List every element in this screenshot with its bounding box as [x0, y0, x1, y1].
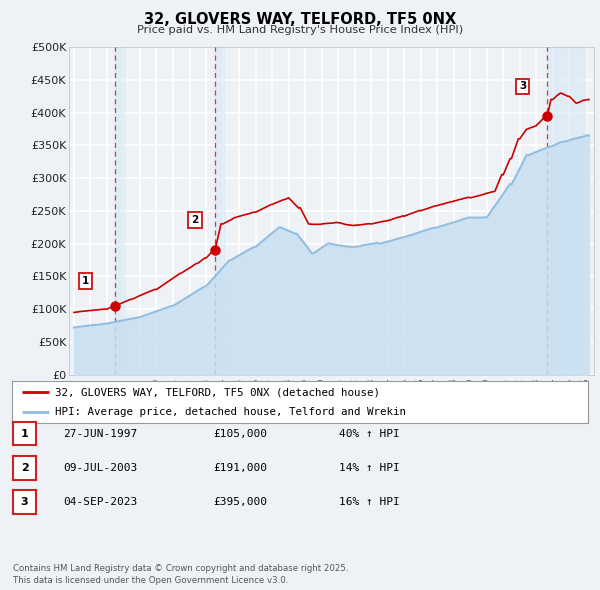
Text: 09-JUL-2003: 09-JUL-2003	[63, 463, 137, 473]
Text: 14% ↑ HPI: 14% ↑ HPI	[339, 463, 400, 473]
Bar	[215, 47, 224, 375]
Text: £191,000: £191,000	[213, 463, 267, 473]
Text: 2: 2	[191, 215, 199, 225]
Text: 32, GLOVERS WAY, TELFORD, TF5 0NX (detached house): 32, GLOVERS WAY, TELFORD, TF5 0NX (detac…	[55, 387, 380, 397]
Text: 27-JUN-1997: 27-JUN-1997	[63, 429, 137, 438]
Text: 1: 1	[82, 276, 89, 286]
Text: 3: 3	[519, 81, 526, 91]
Text: £105,000: £105,000	[213, 429, 267, 438]
Text: 04-SEP-2023: 04-SEP-2023	[63, 497, 137, 507]
Bar	[115, 47, 124, 375]
Text: 2: 2	[21, 463, 28, 473]
Text: 40% ↑ HPI: 40% ↑ HPI	[339, 429, 400, 438]
Text: Price paid vs. HM Land Registry's House Price Index (HPI): Price paid vs. HM Land Registry's House …	[137, 25, 463, 35]
Text: Contains HM Land Registry data © Crown copyright and database right 2025.
This d: Contains HM Land Registry data © Crown c…	[13, 564, 349, 585]
Text: HPI: Average price, detached house, Telford and Wrekin: HPI: Average price, detached house, Telf…	[55, 407, 406, 417]
Text: 32, GLOVERS WAY, TELFORD, TF5 0NX: 32, GLOVERS WAY, TELFORD, TF5 0NX	[144, 12, 456, 27]
Text: £395,000: £395,000	[213, 497, 267, 507]
Bar	[547, 47, 586, 375]
Text: 16% ↑ HPI: 16% ↑ HPI	[339, 497, 400, 507]
Text: 3: 3	[21, 497, 28, 507]
Text: 1: 1	[21, 429, 28, 438]
